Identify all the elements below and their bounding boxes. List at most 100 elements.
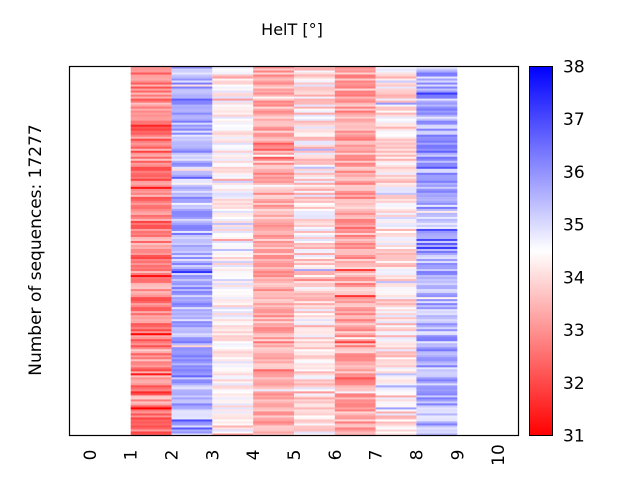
heatmap-cell <box>171 379 213 382</box>
heatmap-cell <box>253 156 294 160</box>
heatmap-cell <box>334 226 376 230</box>
heatmap-cell <box>253 82 294 85</box>
heatmap-cell <box>294 194 335 198</box>
heatmap-cell <box>171 68 213 71</box>
heatmap-cell <box>375 166 417 170</box>
heatmap-cell <box>212 295 254 298</box>
heatmap-cell <box>375 178 417 182</box>
heatmap-cell <box>334 405 376 408</box>
heatmap-cell <box>130 403 172 406</box>
heatmap-cell <box>212 142 254 146</box>
heatmap-cell <box>130 275 172 278</box>
heatmap-cell <box>171 198 213 202</box>
heatmap-cell <box>416 343 458 346</box>
heatmap-cell <box>294 232 335 236</box>
heatmap-cell <box>253 281 294 284</box>
heatmap-cell <box>212 234 254 238</box>
heatmap-column-3 <box>212 66 254 436</box>
heatmap-cell <box>334 403 376 406</box>
heatmap-cell <box>253 317 294 320</box>
heatmap-cell <box>375 303 417 306</box>
heatmap-cell <box>334 319 376 322</box>
heatmap-cell <box>334 397 376 400</box>
heatmap-cell <box>212 413 254 416</box>
heatmap-cell <box>375 405 417 408</box>
heatmap-cell <box>294 293 335 296</box>
heatmap-cell <box>212 90 254 93</box>
heatmap-cell <box>171 285 213 288</box>
heatmap-cell <box>171 371 213 374</box>
heatmap-cell <box>253 204 294 208</box>
heatmap-cell <box>294 375 335 378</box>
heatmap-cell <box>212 335 254 338</box>
heatmap-cell <box>253 369 294 372</box>
heatmap-cell <box>130 265 172 268</box>
heatmap-cell <box>334 108 376 112</box>
heatmap-cell <box>212 381 254 384</box>
heatmap-cell <box>334 146 376 150</box>
heatmap-cell <box>212 285 254 288</box>
heatmap-cell <box>334 130 376 134</box>
colorbar-tick-label: 35 <box>563 216 585 236</box>
heatmap-cell <box>416 405 458 408</box>
heatmap-cell <box>334 102 376 106</box>
heatmap-cell <box>334 160 376 164</box>
heatmap-cell <box>130 361 172 364</box>
heatmap-cell <box>334 299 376 302</box>
heatmap-cell <box>375 283 417 286</box>
heatmap-cell <box>375 224 417 228</box>
heatmap-cell <box>416 212 458 216</box>
heatmap-cell <box>130 313 172 316</box>
heatmap-cell <box>171 363 213 366</box>
heatmap-cell <box>334 419 376 422</box>
heatmap-cell <box>294 323 335 326</box>
heatmap-cell <box>212 212 254 216</box>
heatmap-cell <box>253 146 294 150</box>
heatmap-cell <box>130 395 172 398</box>
heatmap-cell <box>171 431 213 434</box>
heatmap-cell <box>253 275 294 278</box>
heatmap-cell <box>375 301 417 304</box>
heatmap-cell <box>253 174 294 178</box>
heatmap-cell <box>212 124 254 128</box>
x-tick-labels: 0 1 2 3 4 5 6 7 8 9 10 <box>81 444 509 466</box>
heatmap-cell <box>212 98 254 101</box>
heatmap-cell <box>212 257 254 260</box>
heatmap-cell <box>416 170 458 174</box>
heatmap-cell <box>212 196 254 200</box>
heatmap-cell <box>294 186 335 190</box>
x-tick-label: 5 <box>285 450 305 461</box>
heatmap-cell <box>253 196 294 200</box>
heatmap-cell <box>130 397 172 400</box>
plot-frame <box>68 65 520 437</box>
heatmap-cell <box>375 108 417 112</box>
heatmap-cell <box>253 78 294 81</box>
heatmap-cell <box>253 351 294 354</box>
heatmap-cell <box>416 431 458 434</box>
heatmap-cell <box>416 283 458 286</box>
heatmap-cell <box>375 391 417 394</box>
heatmap-cell <box>416 202 458 206</box>
heatmap-cell <box>212 148 254 152</box>
heatmap-cell <box>253 144 294 148</box>
heatmap-cell <box>294 240 335 244</box>
heatmap-cell <box>375 287 417 290</box>
heatmap-cell <box>375 152 417 156</box>
heatmap-cell <box>334 283 376 286</box>
heatmap-cell <box>334 168 376 172</box>
heatmap-cell <box>375 226 417 230</box>
heatmap-cell <box>253 108 294 112</box>
heatmap-cell <box>294 327 335 330</box>
heatmap-cell <box>171 317 213 320</box>
heatmap-cell <box>294 373 335 376</box>
heatmap-cell <box>171 421 213 424</box>
heatmap-cell <box>130 186 172 190</box>
heatmap-cell <box>294 224 335 228</box>
heatmap-cell <box>334 74 376 77</box>
heatmap-cell <box>334 387 376 390</box>
heatmap-cell <box>334 204 376 208</box>
heatmap-cell <box>130 220 172 224</box>
heatmap-cell <box>212 216 254 220</box>
heatmap-cell <box>294 116 335 120</box>
heatmap-cell <box>253 357 294 360</box>
